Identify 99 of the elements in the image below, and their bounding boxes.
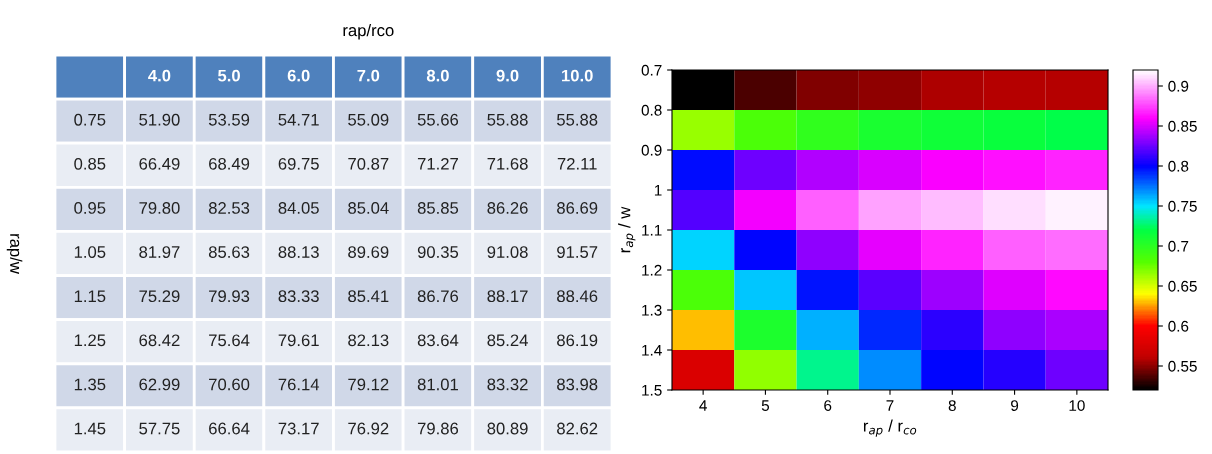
y-tick-label: 1.4	[642, 345, 662, 356]
data-label: 83.64	[417, 334, 459, 347]
data-label: 83.33	[278, 290, 319, 303]
data-label: 80.89	[487, 422, 528, 435]
x-tick-label: 9	[1011, 400, 1019, 411]
data-label: 70.87	[348, 157, 389, 170]
y-tick-label: 1.25	[74, 334, 106, 347]
data-label: 84.05	[278, 202, 319, 214]
data-label: 54.71	[278, 114, 319, 126]
data-label: 55.09	[348, 113, 389, 126]
data-label: 86.19	[557, 334, 598, 347]
y-tick-label: 1.5	[642, 385, 662, 396]
y-tick-label: 0.75	[74, 113, 106, 126]
x-tick-label: 6	[824, 400, 832, 411]
data-label: 71.68	[487, 157, 528, 170]
color-bar-label: 0.9	[1168, 80, 1189, 92]
x-axis-title: rap/rco	[343, 24, 394, 40]
data-label: 85.85	[417, 202, 459, 214]
data-label: 82.62	[557, 422, 598, 435]
y-tick-label: 0.9	[641, 144, 662, 156]
y-tick-label: 0.95	[74, 202, 106, 214]
data-label: 76.92	[348, 422, 389, 435]
data-label: 88.17	[487, 290, 528, 303]
data-label: 76.14	[278, 378, 320, 391]
data-label: 83.32	[487, 378, 528, 391]
y-axis-title: rap/w	[6, 234, 23, 274]
data-label: 91.57	[557, 246, 598, 258]
y-tick-label: 0.7	[641, 64, 662, 76]
x-tick-label: 8	[948, 400, 956, 411]
y-tick-label: 1.15	[74, 290, 106, 303]
x-tick-label: 5	[761, 400, 770, 411]
x-tick-label: 8.0	[426, 69, 449, 82]
data-label: 79.12	[348, 378, 389, 391]
x-tick-label: 4	[699, 400, 707, 411]
data-label: 90.35	[417, 246, 459, 258]
color-bar-label: 0.8	[1168, 160, 1189, 172]
data-label: 85.24	[487, 334, 528, 347]
data-label: 86.69	[557, 202, 598, 214]
data-label: 51.90	[139, 113, 180, 126]
data-label: 57.75	[139, 422, 180, 435]
data-label: 82.53	[208, 202, 250, 214]
color-bar-label: 0.6	[1168, 320, 1189, 332]
y-tick-label: 1	[654, 185, 662, 196]
data-label: 81.01	[417, 378, 458, 391]
data-label: 88.46	[557, 290, 598, 303]
data-label: 83.98	[557, 378, 598, 391]
color-bar-label: 0.85	[1168, 120, 1197, 132]
data-label: 86.76	[417, 290, 459, 303]
x-tick-label: 6.0	[287, 69, 310, 82]
data-label: 79.86	[417, 422, 459, 435]
x-tick-label: 9.0	[496, 69, 519, 82]
x-tick-label: 7.0	[357, 69, 380, 82]
color-bar-label: 0.7	[1168, 240, 1189, 252]
y-tick-label: 1.1	[642, 225, 662, 236]
data-label: 82.13	[348, 334, 389, 347]
x-tick-label: 4.0	[148, 69, 171, 82]
data-label: 75.64	[209, 334, 250, 347]
data-label: 85.04	[348, 202, 389, 214]
data-label: 81.97	[139, 246, 180, 258]
data-label: 70.60	[209, 378, 250, 391]
y-tick-label: 1.45	[74, 422, 106, 435]
data-label: 79.93	[209, 290, 250, 303]
data-label: 62.99	[139, 378, 180, 391]
data-label: 75.29	[139, 290, 180, 303]
y-tick-label: 1.35	[74, 378, 106, 391]
color-bar-label: 0.75	[1168, 200, 1197, 212]
y-tick-label: 0.85	[74, 157, 106, 170]
data-label: 88.13	[278, 246, 319, 258]
data-label: 91.08	[487, 246, 528, 258]
data-label: 79.61	[278, 334, 319, 347]
data-label: 53.59	[208, 113, 250, 126]
data-label: 69.75	[278, 157, 319, 170]
y-tick-label: 1.3	[642, 304, 662, 316]
data-label: 55.66	[417, 113, 459, 126]
data-label: 73.17	[278, 422, 319, 435]
x-tick-label: 10.0	[562, 69, 593, 82]
data-label: 71.27	[417, 157, 458, 170]
data-label: 89.69	[348, 246, 389, 258]
x-axis-title: r$_{ap}$ / r$_{co}$	[863, 419, 917, 437]
data-label: 79.80	[139, 202, 180, 214]
data-label: 66.64	[209, 422, 250, 435]
color-bar-label: 0.55	[1168, 360, 1197, 372]
color-bar-label: 0.65	[1168, 280, 1197, 292]
data-label: 68.49	[209, 157, 250, 170]
data-label: 66.49	[139, 157, 180, 170]
data-label: 86.26	[487, 202, 528, 214]
data-label: 55.88	[557, 113, 598, 126]
y-axis-title: r$_{ap}$ / w	[618, 206, 636, 253]
y-tick-label: 1.05	[74, 246, 106, 258]
x-tick-label: 7	[886, 400, 894, 411]
data-label: 85.41	[348, 290, 389, 303]
x-tick-label: 5.0	[217, 69, 240, 82]
data-label: 55.88	[487, 113, 528, 126]
data-label: 85.63	[208, 246, 250, 258]
y-tick-label: 0.8	[641, 104, 662, 116]
data-label: 72.11	[557, 157, 597, 170]
x-tick-label: 10	[1069, 400, 1085, 411]
data-label: 68.42	[139, 334, 180, 347]
y-tick-label: 1.2	[642, 264, 662, 276]
